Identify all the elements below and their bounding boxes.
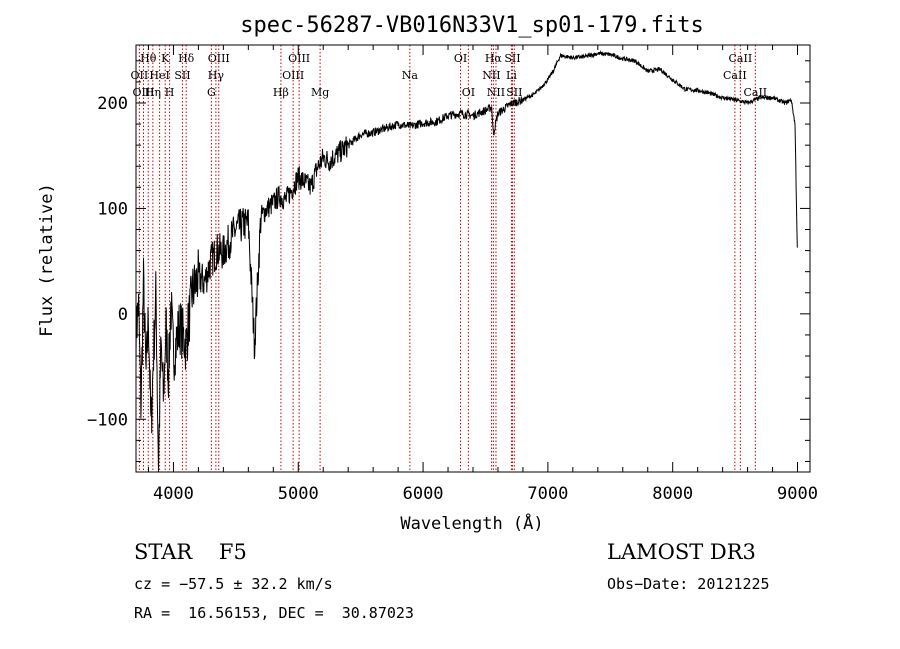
chart-title: spec-56287-VB016N33V1_sp01-179.fits — [240, 13, 704, 38]
observation-date: Obs−Date: 20121225 — [607, 575, 770, 593]
line-id-label: OI — [454, 52, 467, 65]
line-id-label: Hβ — [273, 86, 289, 99]
line-id-label: Na — [402, 69, 419, 82]
line-id-label: SII — [174, 69, 190, 82]
survey-name: LAMOST DR3 — [607, 540, 756, 564]
line-id-label: CaII — [743, 86, 767, 99]
line-id-label: G — [207, 86, 216, 99]
y-axis-label: Flux (relative) — [37, 183, 57, 337]
plot-frame — [135, 44, 811, 473]
x-tick-label: 8000 — [652, 484, 693, 504]
y-tick-label: 100 — [97, 199, 128, 219]
line-id-label: SII — [506, 86, 522, 99]
line-id-label: Li — [506, 69, 517, 82]
line-id-label: OIII — [132, 86, 154, 99]
object-class: STAR F5 — [134, 540, 247, 564]
line-id-label: Hθ — [140, 52, 157, 65]
line-id-label: SII — [504, 52, 520, 65]
plot-area: 4000 5000 6000 7000 8000 9000 −100 0 100 200 Hθ OII… — [87, 44, 818, 504]
x-tick-label: 6000 — [403, 484, 444, 504]
x-tick-label: 7000 — [527, 484, 568, 504]
redshift-velocity: cz = −57.5 ± 32.2 km/s — [134, 575, 333, 593]
x-tick-label: 9000 — [777, 484, 818, 504]
line-id-label: NII — [482, 69, 500, 82]
x-axis-label: Wavelength (Å) — [400, 512, 543, 534]
line-id-label: HeI — [149, 69, 169, 82]
line-id-label: Hγ — [208, 69, 225, 82]
line-id-label: Hδ — [178, 52, 195, 65]
y-tick-label: 200 — [97, 94, 128, 114]
x-tick-label: 4000 — [153, 484, 194, 504]
y-tick-label: −100 — [87, 410, 128, 430]
line-id-label: H — [165, 86, 175, 99]
y-tick-label: 0 — [118, 305, 128, 325]
x-tick-label: 5000 — [278, 484, 319, 504]
line-id-label: OIII — [208, 52, 230, 65]
line-id-label: OII — [131, 69, 149, 82]
line-id-label: CaII — [729, 52, 753, 65]
ra-dec-coordinates: RA = 16.56153, DEC = 30.87023 — [134, 604, 414, 622]
line-id-label: CaII — [723, 69, 747, 82]
line-id-label: Mg — [311, 86, 329, 99]
line-id-label: Hη — [145, 86, 161, 99]
line-id-label: NII — [487, 86, 505, 99]
line-id-label: OIII — [282, 69, 304, 82]
line-id-label: Hα — [485, 52, 503, 65]
line-id-label: OIII — [288, 52, 310, 65]
line-id-label: OI — [462, 86, 475, 99]
spectrum-series-line — [135, 50, 798, 473]
line-id-label: K — [161, 52, 170, 65]
